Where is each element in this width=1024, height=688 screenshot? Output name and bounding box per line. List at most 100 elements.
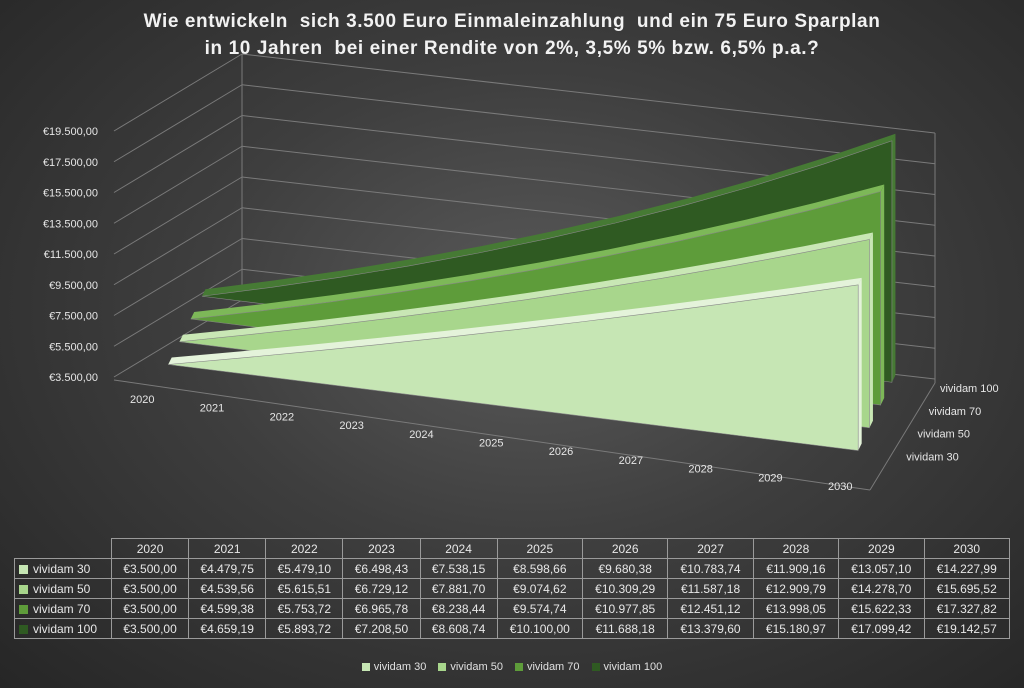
table-row-header: vividam 50	[14, 578, 112, 599]
table-cell: €11.688,18	[581, 618, 669, 639]
series-side-vividam-50	[869, 232, 873, 428]
y-gridline-side	[113, 53, 243, 132]
legend-item: vividam 70	[514, 661, 580, 673]
table-cell: €4.599,38	[188, 598, 267, 619]
y-gridline-side	[113, 176, 243, 255]
table-cell: €13.998,05	[752, 598, 840, 619]
series-top-vividam-70	[190, 184, 885, 319]
table-row-header: vividam 100	[14, 618, 112, 639]
y-tick-label: €17.500,00	[43, 157, 98, 169]
y-tick-label: €5.500,00	[49, 341, 98, 353]
legend-swatch	[19, 584, 28, 594]
table-cell: €11.909,16	[752, 558, 840, 579]
y-tick-label: €19.500,00	[43, 126, 98, 138]
x-tick-label: 2022	[270, 411, 294, 423]
legend-item: vividam 50	[438, 661, 503, 673]
table-header-row: 2020 2021 2022 2023 2024 2025 2026 2027 2028 2029…	[14, 538, 1010, 559]
table-col-header: 2027	[667, 538, 754, 559]
table-cell: €3.500,00	[110, 578, 190, 599]
table-cell: €7.538,15	[419, 558, 498, 579]
table-col-header: 2024	[419, 538, 498, 559]
legend-swatch	[438, 663, 447, 672]
y-tick-label: €9.500,00	[49, 280, 98, 292]
legend-item: vividam 100	[591, 661, 663, 673]
y-tick-label: €15.500,00	[43, 188, 98, 200]
table-cell: €6.729,12	[342, 578, 421, 599]
table-cell: €12.909,79	[752, 578, 840, 599]
table-cell: €10.977,85	[581, 598, 669, 619]
legend-swatch	[361, 663, 370, 672]
y-gridline-side	[113, 115, 243, 193]
table-cell: €15.695,52	[923, 578, 1010, 599]
table-row: vividam 50 €3.500,00 €4.539,56 €5.615,51 €6.…	[14, 578, 1010, 599]
x-tick-label: 2024	[409, 429, 433, 441]
series-axis-label: vividam 100	[940, 383, 999, 395]
table-cell: €3.500,00	[110, 618, 190, 639]
floor-right-edge	[869, 382, 936, 491]
legend-swatch	[591, 663, 600, 672]
table-cell: €14.278,70	[838, 578, 925, 599]
table-cell: €10.783,74	[667, 558, 754, 579]
table-cell: €10.309,29	[581, 578, 669, 599]
y-gridline-back	[241, 84, 936, 165]
table-cell: €7.881,70	[419, 578, 498, 599]
table-cell: €5.479,10	[265, 558, 344, 579]
y-gridline-side	[113, 145, 243, 224]
table-col-header: 2025	[496, 538, 584, 559]
table-row-header: vividam 30	[14, 558, 112, 579]
floor-front-edge	[113, 379, 871, 491]
table-cell: €3.500,00	[110, 598, 190, 619]
table-row: vividam 100 €3.500,00 €4.659,19 €5.893,72 €7…	[14, 618, 1010, 639]
table-cell: €5.893,72	[265, 618, 344, 639]
series-axis-label: vividam 30	[906, 451, 959, 463]
table-cell: €8.238,44	[419, 598, 498, 619]
table-cell: €4.479,75	[188, 558, 267, 579]
table-cell: €19.142,57	[923, 618, 1010, 639]
series-axis-label: vividam 50	[917, 429, 970, 441]
table-cell: €17.327,82	[923, 598, 1010, 619]
chart-title-line1: Wie entwickeln sich 3.500 Euro Einmalein…	[143, 11, 881, 32]
legend-swatch	[19, 564, 28, 574]
x-tick-label: 2030	[828, 481, 852, 493]
table-cell: €8.598,66	[496, 558, 584, 579]
y-tick-label: €3.500,00	[49, 372, 98, 384]
series-name: vividam 30	[33, 561, 91, 576]
table-cell: €15.622,33	[838, 598, 925, 619]
table-cell: €9.680,38	[581, 558, 669, 579]
x-tick-label: 2027	[619, 455, 643, 467]
legend-label: vividam 30	[373, 661, 427, 673]
table-col-header: 2023	[342, 538, 421, 559]
x-tick-label: 2021	[200, 403, 224, 415]
table-corner	[14, 538, 112, 559]
x-tick-label: 2028	[688, 464, 712, 476]
table-cell: €14.227,99	[923, 558, 1010, 579]
legend-label: vividam 100	[603, 661, 663, 673]
table-cell: €3.500,00	[110, 558, 190, 579]
y-tick-label: €13.500,00	[43, 218, 98, 230]
chart-title: Wie entwickeln sich 3.500 Euro Einmalein…	[0, 8, 1024, 62]
table-cell: €6.498,43	[342, 558, 421, 579]
legend-item: vividam 30	[361, 661, 427, 673]
series-side-vividam-70	[880, 184, 885, 405]
series-side-vividam-100	[891, 133, 896, 383]
table-cell: €12.451,12	[667, 598, 754, 619]
x-tick-label: 2026	[549, 446, 573, 458]
series-top-vividam-30	[168, 277, 862, 365]
table-col-header: 2021	[188, 538, 267, 559]
table-cell: €17.099,42	[838, 618, 925, 639]
y-tick-label: €7.500,00	[49, 311, 98, 323]
table-col-header: 2030	[923, 538, 1010, 559]
x-tick-label: 2020	[130, 394, 154, 406]
series-name: vividam 70	[33, 601, 91, 616]
y-gridline-side	[113, 268, 243, 347]
y-gridline-back	[241, 53, 936, 134]
table-cell: €5.753,72	[265, 598, 344, 619]
table-cell: €9.074,62	[496, 578, 584, 599]
table-cell: €4.539,56	[188, 578, 267, 599]
y-gridline-side	[113, 84, 243, 163]
legend-swatch	[19, 624, 28, 634]
table-row: vividam 70 €3.500,00 €4.599,38 €5.753,72 €6.…	[14, 598, 1010, 619]
table-cell: €15.180,97	[752, 618, 840, 639]
chart-title-line2: in 10 Jahren bei einer Rendite von 2%, 3…	[204, 38, 820, 59]
table-cell: €10.100,00	[496, 618, 584, 639]
